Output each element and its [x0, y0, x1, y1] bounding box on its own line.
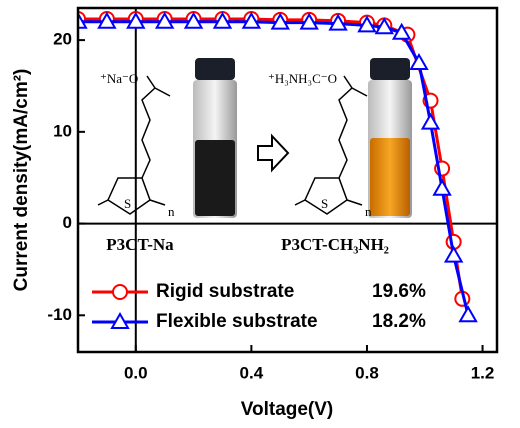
y-tick-label: 20 [53, 30, 72, 49]
y-axis-label: Current density(mA/cm²) [11, 69, 32, 292]
plot-area [78, 8, 497, 352]
thiophene-ring [107, 177, 151, 215]
vial-liquid [370, 138, 410, 216]
legend-label: Flexible substrate [156, 311, 318, 332]
marker [458, 305, 478, 323]
vial-cap [370, 58, 410, 80]
inset [97, 75, 368, 215]
arrow [257, 133, 290, 173]
legend-efficiency: 19.6% [372, 281, 426, 302]
compound-name: P3CT-CH₃NH₂ [281, 235, 389, 254]
x-tick-label: 1.2 [471, 363, 495, 382]
vial-cap [195, 58, 235, 80]
marker [270, 12, 290, 30]
marker [328, 13, 348, 31]
chem-label: ⁺H₃NH₃C⁻O [268, 71, 337, 86]
marker [420, 112, 441, 130]
vials [193, 58, 412, 218]
marker [183, 11, 204, 29]
bond [294, 199, 306, 206]
bond [154, 87, 171, 97]
bond [97, 199, 109, 206]
bond [343, 75, 353, 89]
y-tick-label: 0 [63, 213, 72, 232]
marker [212, 11, 233, 29]
chem-label: n [168, 204, 175, 219]
marker [299, 12, 319, 30]
legend-marker [110, 311, 130, 329]
marker [374, 17, 395, 35]
marker [409, 53, 429, 71]
bond [149, 199, 166, 206]
bond [346, 199, 363, 206]
compound-name: P3CT-Na [106, 235, 174, 254]
legend-label: Rigid substrate [156, 281, 294, 302]
bond [351, 87, 368, 97]
plot-frame [76, 6, 499, 354]
marker [391, 22, 412, 40]
bond [146, 75, 156, 89]
chem-label: S [124, 196, 131, 211]
chem-label: ⁺Na⁻O [100, 71, 138, 86]
marker [357, 15, 377, 33]
marker [154, 11, 175, 29]
chem-label: S [321, 196, 328, 211]
vial-liquid [195, 140, 235, 216]
y-tick-label: 10 [53, 121, 72, 140]
marker [97, 11, 117, 29]
x-tick-label: 0.0 [124, 363, 148, 382]
legend-marker [112, 284, 128, 300]
marker [241, 11, 262, 29]
side-chain [338, 87, 353, 179]
side-chain [141, 87, 156, 179]
legend-efficiency: 18.2% [372, 311, 426, 332]
x-tick-label: 0.4 [240, 363, 264, 382]
x-axis-label: Voltage(V) [241, 399, 334, 420]
chem-label: n [365, 204, 372, 219]
marker [126, 11, 146, 29]
thiophene-ring [304, 177, 348, 215]
marker [432, 178, 452, 196]
y-tick-label: -10 [47, 305, 72, 324]
marker [78, 11, 88, 29]
marker [443, 245, 464, 263]
x-tick-label: 0.8 [355, 363, 379, 382]
